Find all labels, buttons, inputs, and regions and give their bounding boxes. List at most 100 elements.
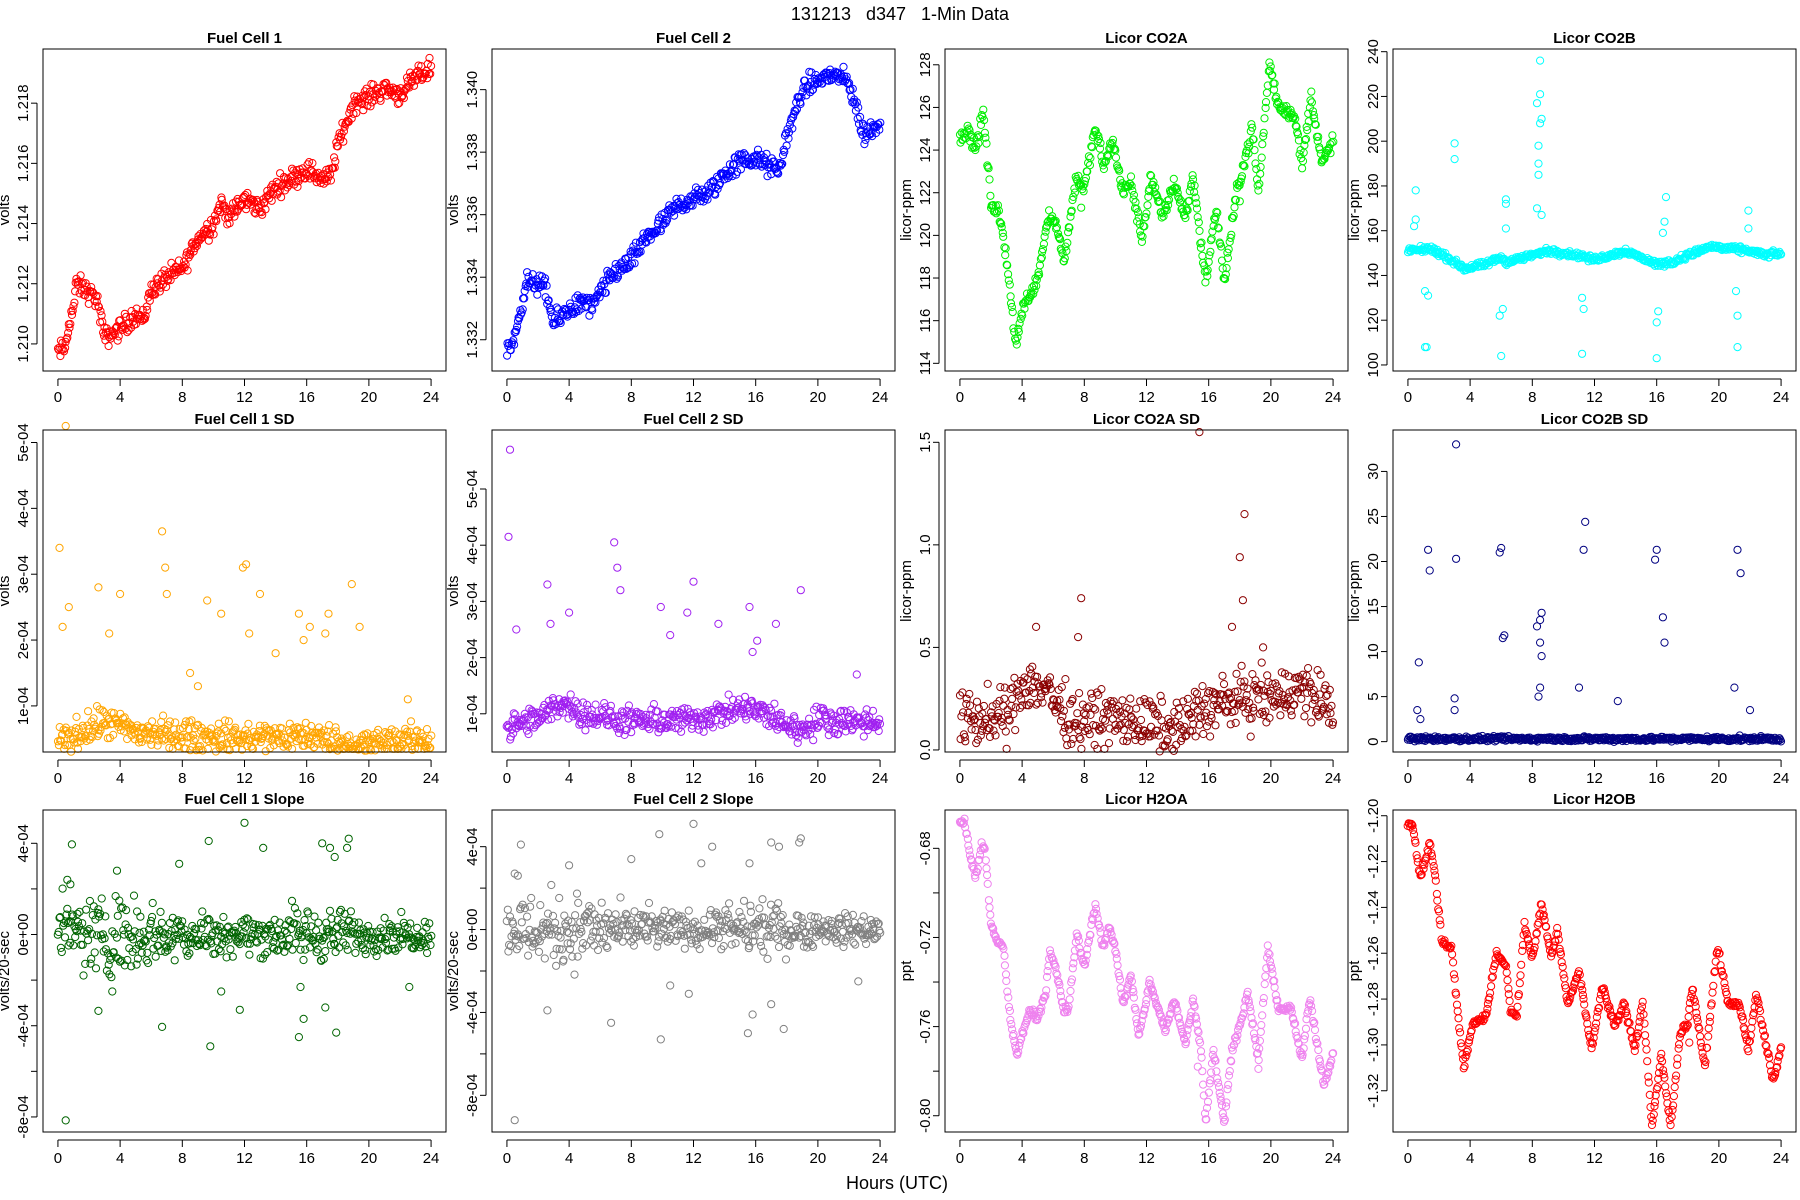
data-point	[544, 296, 553, 305]
outlier-point	[1032, 622, 1041, 632]
data-point	[1777, 250, 1786, 259]
outlier-point	[299, 1014, 308, 1024]
data-point	[1051, 216, 1060, 226]
data-point	[198, 907, 207, 916]
outlier-point	[753, 636, 762, 645]
data-point	[1001, 244, 1010, 253]
data-point	[998, 228, 1007, 237]
data-point	[1100, 158, 1109, 167]
data-point	[1196, 239, 1205, 248]
data-point	[654, 216, 663, 225]
data-point	[1306, 96, 1315, 105]
panel-title: Fuel Cell 2	[656, 30, 731, 47]
data-point	[1119, 188, 1128, 197]
data-point	[70, 738, 79, 747]
y-tick-label: 30	[1365, 463, 1382, 480]
x-tick-label: 8	[178, 770, 186, 787]
outlier-point	[1730, 683, 1739, 692]
data-point	[162, 726, 171, 735]
data-point	[1084, 158, 1093, 167]
y-axis-label: volts	[0, 195, 13, 226]
x-tick-label: 16	[747, 389, 764, 406]
data-point	[1061, 242, 1070, 251]
data-point	[330, 153, 339, 162]
data-point	[232, 207, 241, 216]
outlier-point	[1074, 633, 1083, 642]
y-tick-label: 1e-04	[15, 687, 32, 725]
data-point	[1000, 243, 1009, 252]
outlier-point	[1652, 318, 1661, 327]
data-point	[1104, 739, 1114, 748]
data-point	[1205, 251, 1214, 260]
data-point	[1138, 232, 1147, 241]
data-point	[1256, 169, 1265, 178]
data-point	[1000, 694, 1009, 703]
data-point	[1029, 688, 1039, 698]
x-axis: 0 4 8 12 16 20 24	[1404, 378, 1789, 406]
outlier-point	[61, 1116, 70, 1125]
data-point	[1239, 161, 1248, 170]
data-point	[405, 83, 414, 92]
data-point	[84, 936, 93, 945]
data-point	[174, 256, 184, 265]
data-point	[503, 905, 512, 914]
data-point	[267, 736, 276, 745]
data-point	[982, 139, 991, 148]
data-point	[1221, 275, 1230, 284]
data-point	[1068, 195, 1077, 205]
data-point	[1190, 181, 1199, 190]
data-point	[627, 259, 637, 268]
data-point	[552, 961, 561, 970]
data-point	[1263, 671, 1272, 680]
data-point	[147, 740, 156, 749]
y-axis: 0.00.51.01.5	[917, 432, 940, 760]
data-point	[874, 120, 883, 129]
data-point	[1268, 70, 1277, 80]
x-tick-label: 0	[503, 389, 511, 406]
data-point	[213, 729, 222, 738]
data-point	[316, 732, 325, 741]
outlier-point	[1501, 224, 1511, 233]
data-point	[1004, 270, 1013, 279]
data-point	[1146, 170, 1155, 180]
data-point	[307, 922, 316, 931]
y-tick-label: 3e-04	[15, 555, 32, 593]
data-point	[1681, 255, 1690, 264]
data-point	[366, 102, 375, 111]
y-axis-label: volts	[445, 576, 462, 607]
data-point	[1004, 276, 1013, 285]
data-point	[352, 108, 361, 118]
data-point	[109, 730, 118, 740]
data-point	[204, 236, 213, 245]
data-point	[285, 934, 294, 943]
x-tick-label: 12	[685, 770, 702, 787]
outlier-point	[1534, 692, 1543, 701]
data-point	[1311, 120, 1320, 129]
outlier-point	[330, 852, 339, 862]
data-point	[1196, 243, 1206, 252]
x-tick-label: 0	[1404, 770, 1412, 787]
data-point	[1089, 703, 1098, 713]
outlier-point	[1660, 217, 1669, 226]
x-tick-label: 20	[1711, 770, 1728, 787]
data-point	[1078, 182, 1088, 191]
data-point	[131, 320, 140, 329]
data-point	[1088, 143, 1097, 152]
outlier-point	[240, 818, 249, 827]
data-point	[1258, 140, 1267, 149]
data-point	[347, 114, 356, 123]
data-point	[1300, 141, 1309, 150]
data-point	[1033, 271, 1043, 280]
data-point	[1214, 224, 1223, 233]
y-tick-label: 114	[917, 351, 934, 375]
outlier-point	[61, 421, 70, 431]
x-tick-label: 8	[178, 389, 186, 406]
outlier-point	[1238, 596, 1248, 605]
data-point	[1213, 223, 1223, 232]
